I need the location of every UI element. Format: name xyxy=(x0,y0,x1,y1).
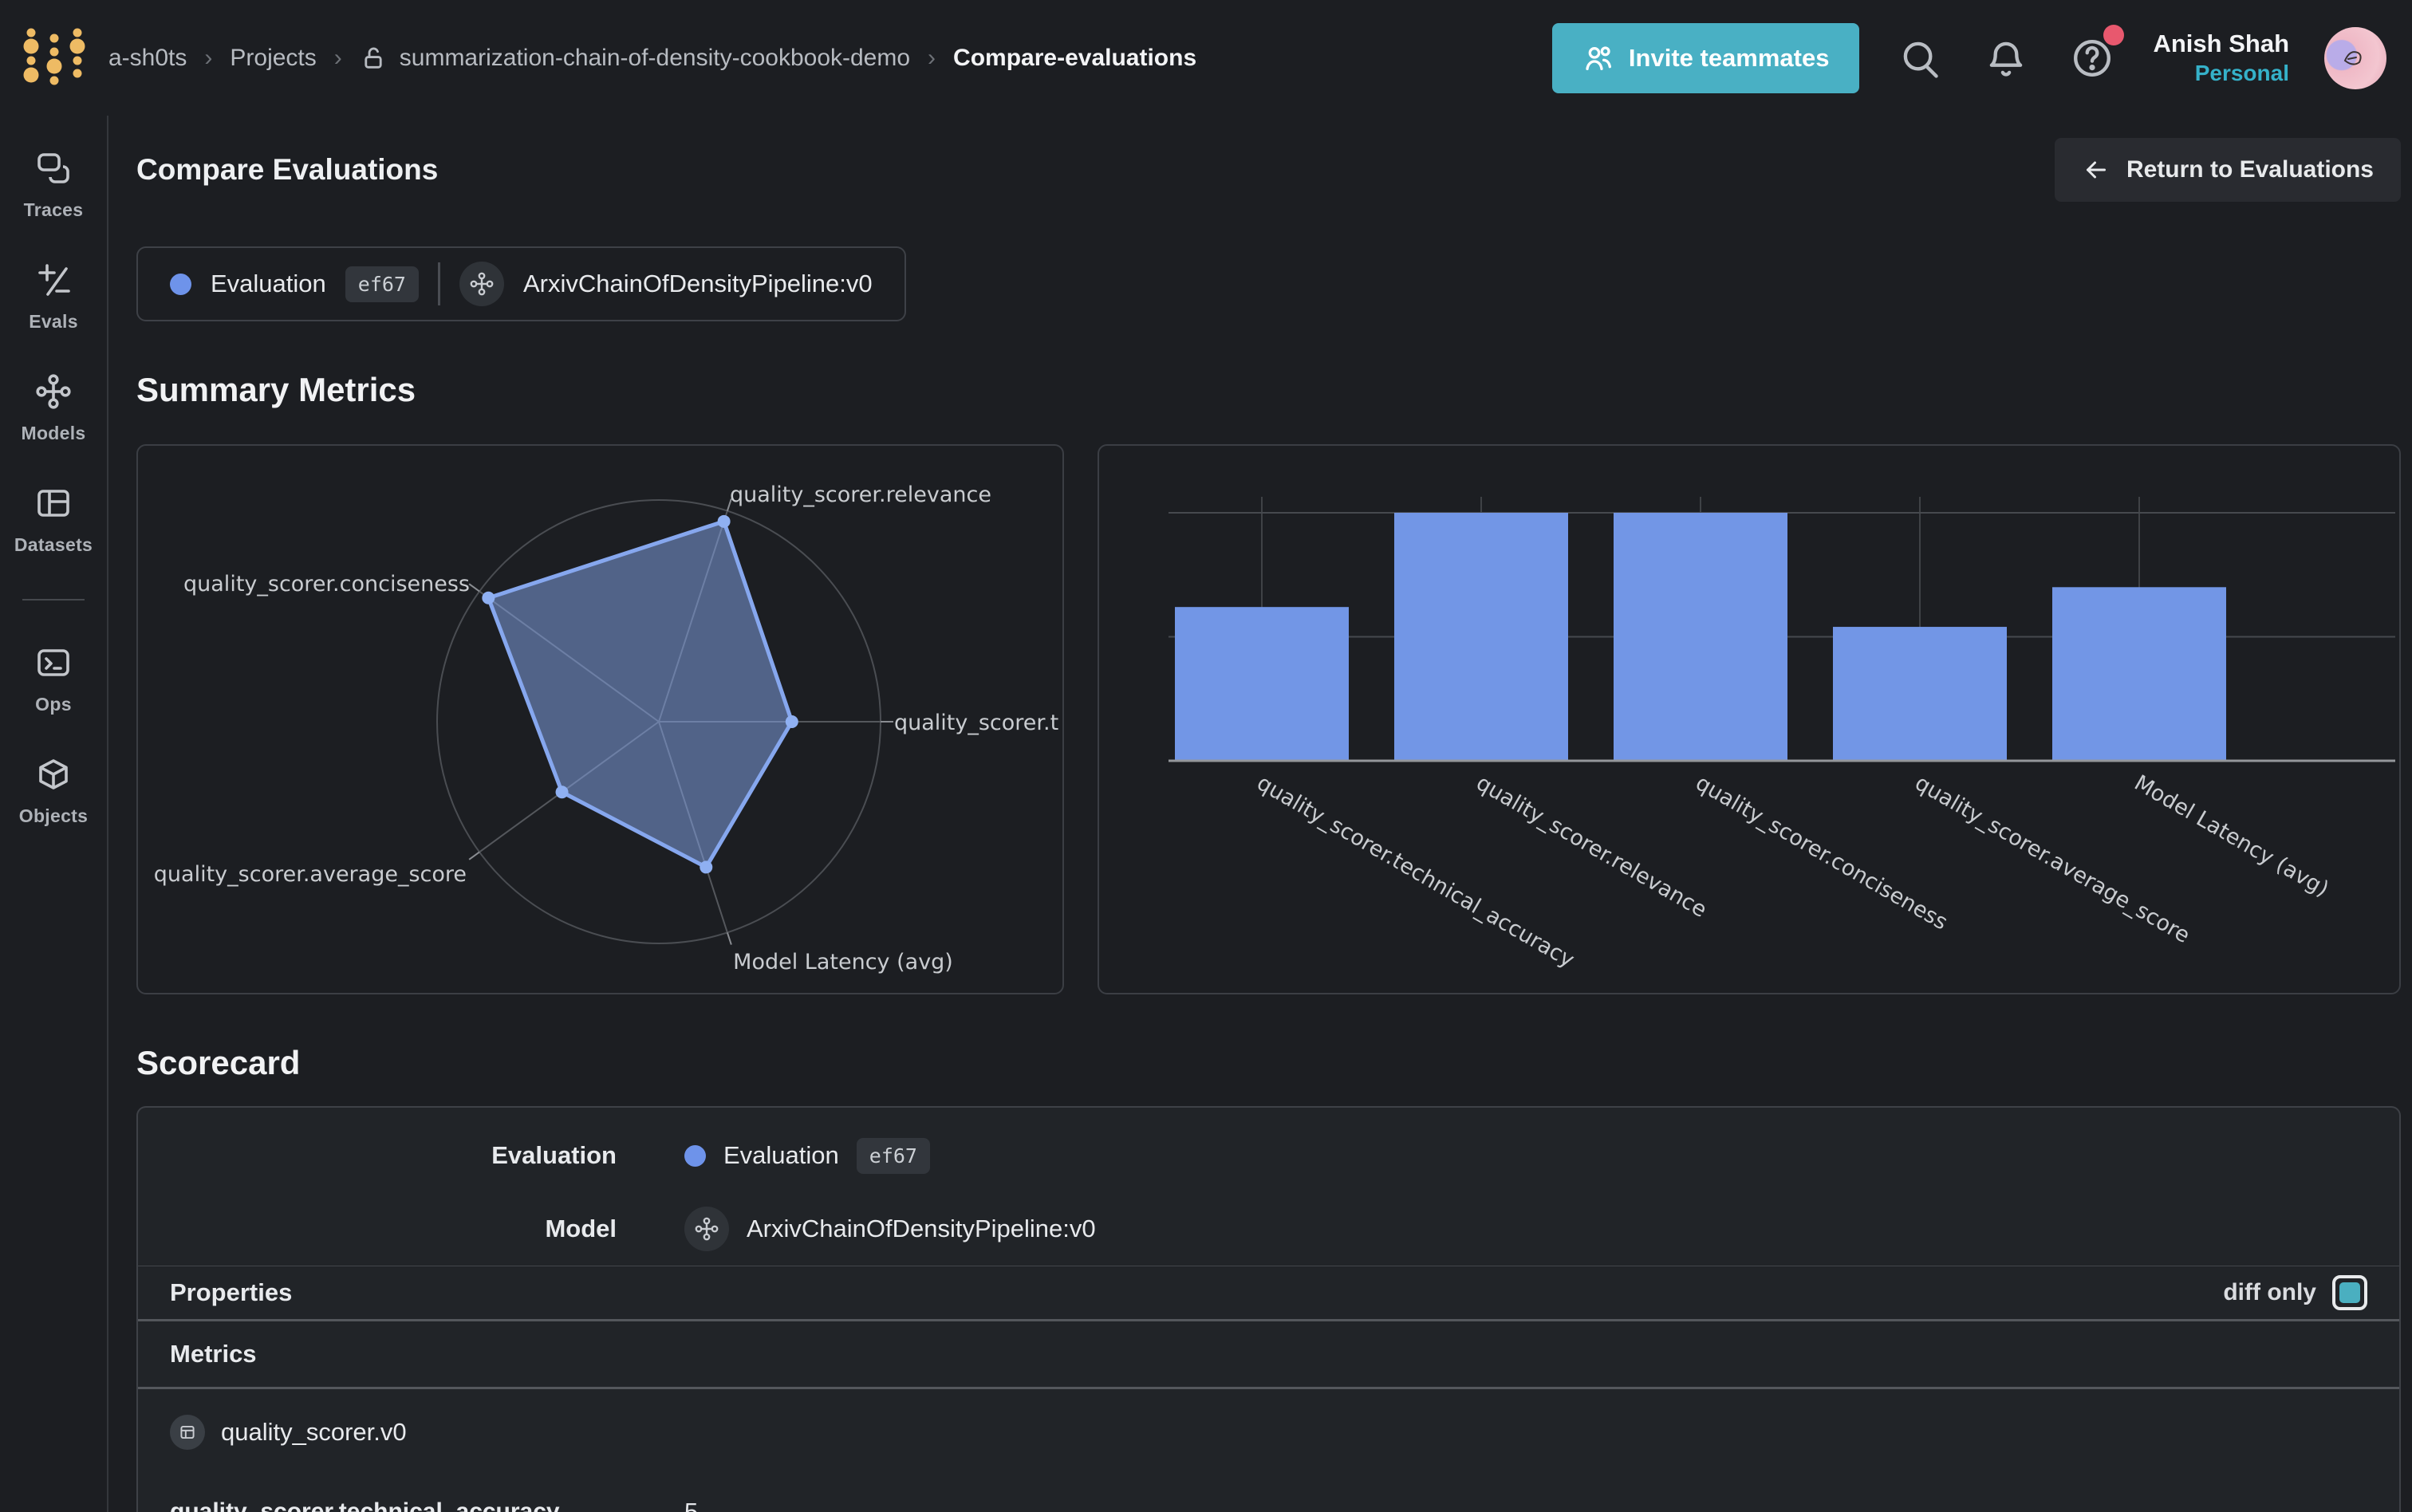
properties-label: Properties xyxy=(170,1278,293,1306)
summary-metrics-heading: Summary Metrics xyxy=(136,371,416,408)
sidebar-label: Traces xyxy=(23,199,84,220)
metric-name: quality_scorer.technical_accuracy xyxy=(170,1498,560,1512)
evaluation-label: Evaluation xyxy=(211,270,326,297)
scorecard-model-label: Model xyxy=(545,1215,617,1242)
radar-axis-label: quality_scorer.average_score xyxy=(154,862,467,887)
diff-only-checkbox[interactable] xyxy=(2332,1275,2367,1310)
user-name: Anish Shah xyxy=(2153,29,2289,57)
scorecard-heading: Scorecard xyxy=(136,1044,301,1081)
help-icon[interactable] xyxy=(2067,24,2125,84)
bar-chart-panel: quality_scorer.technical_accuracy qualit… xyxy=(1098,444,2401,994)
breadcrumb-separator: › xyxy=(928,44,936,71)
return-to-evaluations-button[interactable]: Return to Evaluations xyxy=(2054,138,2401,202)
bar-category-label: Model Latency (avg) xyxy=(2130,770,2333,902)
scorecard-model-value[interactable]: ArxivChainOfDensityPipeline:v0 xyxy=(747,1215,1096,1242)
breadcrumb-projects[interactable]: Projects xyxy=(230,44,317,71)
evaluation-color-dot xyxy=(684,1144,706,1167)
radar-axis-label: quality_scorer.t xyxy=(894,711,1058,735)
breadcrumb-project[interactable]: summarization-chain-of-density-cookbook-… xyxy=(399,44,911,71)
evaluation-selection-chip[interactable]: Evaluation ef67 ArxivChainOfDensityPipel… xyxy=(136,246,906,321)
invite-people-icon xyxy=(1582,42,1614,74)
scorecard-divider xyxy=(138,1387,2399,1389)
sidebar-label: Objects xyxy=(18,805,89,826)
bar-category-label: quality_scorer.relevance xyxy=(1472,770,1712,923)
avatar[interactable] xyxy=(2324,26,2386,89)
return-to-evaluations-label: Return to Evaluations xyxy=(2126,156,2374,183)
evaluation-id-badge: ef67 xyxy=(856,1137,930,1174)
breadcrumb: a-sh0ts › Projects › summarization-chain… xyxy=(108,45,1196,72)
user-workspace: Personal xyxy=(2194,61,2289,86)
model-icon xyxy=(459,262,504,306)
metrics-label: Metrics xyxy=(170,1340,257,1368)
traces-icon xyxy=(34,149,73,191)
arrow-left-icon xyxy=(2082,156,2110,184)
sidebar-item-datasets[interactable]: Datasets xyxy=(14,484,93,556)
sidebar-item-objects[interactable]: Objects xyxy=(19,755,88,827)
radar-chart-panel: quality_scorer.relevance quality_scorer.… xyxy=(136,444,1064,994)
user-menu[interactable]: Anish Shah Personal xyxy=(2153,29,2289,88)
notification-dot xyxy=(2103,24,2125,45)
sidebar-item-ops[interactable]: Ops xyxy=(34,644,73,715)
breadcrumb-team[interactable]: a-sh0ts xyxy=(108,44,187,71)
model-name: ArxivChainOfDensityPipeline:v0 xyxy=(523,270,873,297)
scorecard-metrics-row: Metrics xyxy=(138,1321,2399,1387)
evaluation-color-dot xyxy=(170,273,191,295)
sidebar-label: Evals xyxy=(29,311,78,332)
ops-icon xyxy=(34,644,73,686)
invite-teammates-label: Invite teammates xyxy=(1628,43,1830,72)
scorer-ref-row: quality_scorer.v0 xyxy=(138,1389,2399,1475)
search-icon[interactable] xyxy=(1894,33,1945,84)
notifications-bell-icon[interactable] xyxy=(1980,33,2032,84)
scorer-table-icon xyxy=(170,1415,205,1450)
diff-only-label: diff only xyxy=(2223,1279,2316,1305)
evaluation-id-badge: ef67 xyxy=(345,266,419,302)
bar-category-label: quality_scorer.conciseness xyxy=(1692,770,1952,935)
scorecard-evaluation-label: Evaluation xyxy=(491,1141,617,1169)
main-content: Compare Evaluations Return to Evaluation… xyxy=(108,116,2412,1512)
datasets-icon xyxy=(34,484,73,526)
checkbox-checked-fill xyxy=(2339,1282,2360,1303)
wandb-logo-icon[interactable] xyxy=(0,25,108,92)
scorecard-evaluation-row: Evaluation Evaluation ef67 xyxy=(138,1119,2399,1192)
sidebar: Traces Evals Models xyxy=(0,116,108,1512)
topbar-actions: Invite teammates xyxy=(1551,22,2412,93)
sidebar-label: Models xyxy=(21,423,86,443)
scorecard-evaluation-value[interactable]: Evaluation xyxy=(723,1141,839,1169)
objects-icon xyxy=(34,755,73,797)
topbar: a-sh0ts › Projects › summarization-chain… xyxy=(0,0,2412,116)
chip-divider xyxy=(438,262,440,305)
metric-value: 5 xyxy=(684,1498,699,1512)
scorecard-model-row: Model ArxivChainOfDensityPipeline:v0 xyxy=(138,1192,2399,1266)
radar-axis-label: quality_scorer.relevance xyxy=(730,482,991,507)
scorecard-divider xyxy=(138,1319,2399,1321)
radar-axis-label: Model Latency (avg) xyxy=(733,950,953,975)
sidebar-item-traces[interactable]: Traces xyxy=(24,149,84,221)
models-icon xyxy=(34,372,73,415)
model-icon xyxy=(684,1207,729,1251)
bar-chart: quality_scorer.technical_accuracy qualit… xyxy=(1169,497,2395,973)
sidebar-item-evals[interactable]: Evals xyxy=(29,261,78,333)
lock-open-icon xyxy=(360,45,387,72)
evals-icon xyxy=(34,261,73,303)
invite-teammates-button[interactable]: Invite teammates xyxy=(1551,22,1860,93)
page-title: Compare Evaluations xyxy=(136,153,439,186)
scorecard-table: Evaluation Evaluation ef67 Model xyxy=(136,1106,2401,1512)
breadcrumb-current: Compare-evaluations xyxy=(953,44,1197,71)
sidebar-item-models[interactable]: Models xyxy=(21,372,85,444)
wandb-dots-logo xyxy=(23,28,85,85)
metric-row: quality_scorer.technical_accuracy 5 xyxy=(138,1475,2399,1512)
scorer-ref-link[interactable]: quality_scorer.v0 xyxy=(221,1418,407,1446)
scorecard-properties-row: Properties diff only xyxy=(138,1266,2399,1319)
breadcrumb-separator: › xyxy=(204,44,213,71)
radar-chart: quality_scorer.relevance quality_scorer.… xyxy=(154,482,1058,975)
radar-axis-label: quality_scorer.conciseness xyxy=(183,572,470,597)
breadcrumb-separator: › xyxy=(333,44,342,71)
sidebar-divider xyxy=(22,599,85,600)
sidebar-label: Ops xyxy=(35,694,72,715)
sidebar-label: Datasets xyxy=(14,534,93,555)
